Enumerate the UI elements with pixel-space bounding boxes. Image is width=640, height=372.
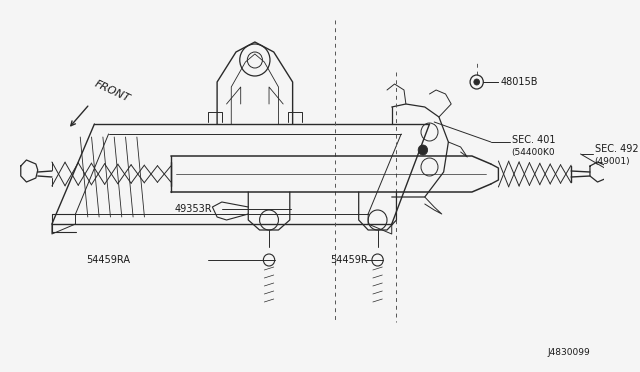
Text: 54459R: 54459R xyxy=(330,255,368,265)
Circle shape xyxy=(474,79,479,85)
Text: 49353R: 49353R xyxy=(175,204,212,214)
Text: SEC. 401: SEC. 401 xyxy=(511,135,555,145)
Text: 48015B: 48015B xyxy=(500,77,538,87)
Text: SEC. 492: SEC. 492 xyxy=(595,144,638,154)
Circle shape xyxy=(418,145,428,155)
Text: (49001): (49001) xyxy=(595,157,630,166)
Text: FRONT: FRONT xyxy=(93,79,131,104)
Text: 54459RA: 54459RA xyxy=(86,255,131,265)
Text: J4830099: J4830099 xyxy=(547,348,590,357)
Text: (54400K0: (54400K0 xyxy=(511,148,556,157)
